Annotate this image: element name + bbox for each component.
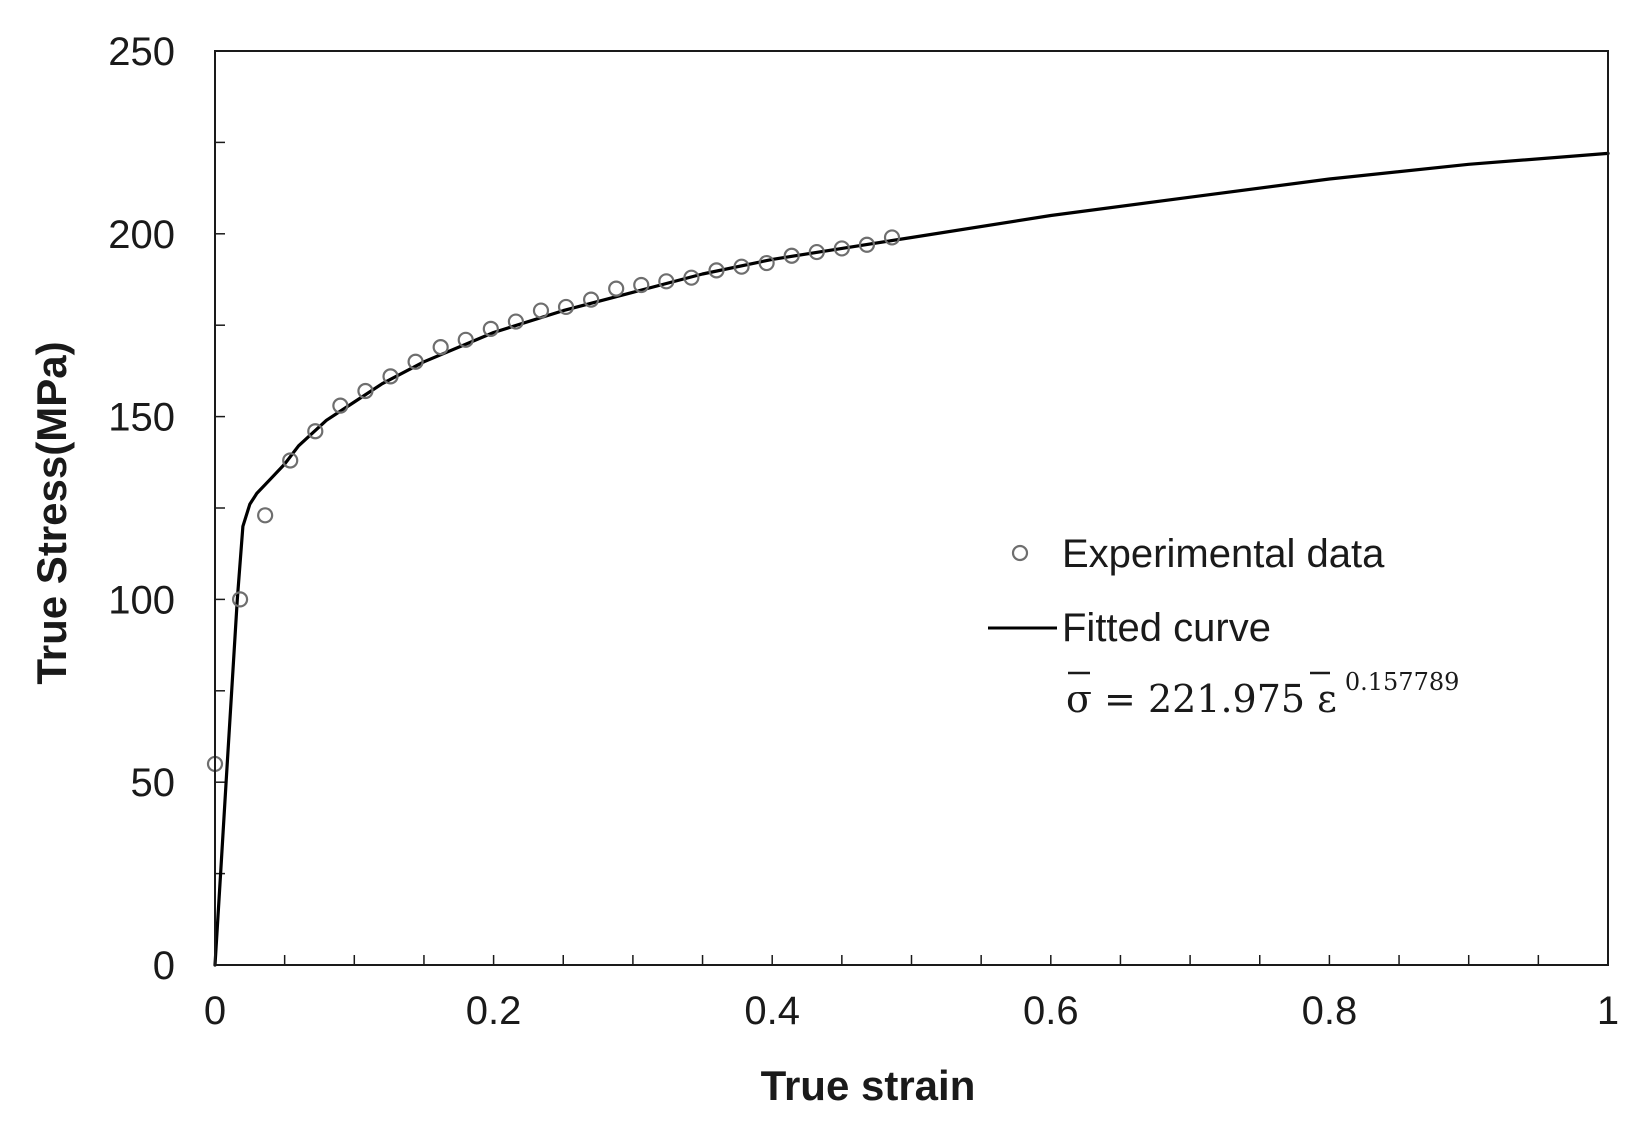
experimental-point [883, 229, 901, 246]
experimental-point [457, 331, 474, 348]
fitted-curve-line [213, 151, 1610, 967]
experimental-point [858, 236, 876, 253]
x-axis-title: True strain [761, 1062, 976, 1109]
experimental-point [708, 262, 725, 279]
y-tick-label: 100 [108, 578, 175, 622]
equation-exponent: 0.157789 [1345, 668, 1460, 696]
equation-sigma: σ [1066, 677, 1092, 721]
x-tick-label: 0.8 [1302, 989, 1358, 1033]
experimental-point [231, 591, 249, 608]
experimental-point [532, 302, 550, 319]
experimental-point [783, 247, 800, 264]
experimental-point [257, 507, 274, 524]
experimental-point [507, 313, 524, 330]
experimental-point [583, 291, 600, 308]
x-tick-labels: 0 0.2 0.4 0.6 0.8 1 [204, 989, 1619, 1033]
series-layer [206, 151, 1610, 967]
experimental-point [407, 353, 424, 370]
y-tick-label: 50 [131, 761, 176, 805]
experimental-point [482, 320, 499, 337]
legend-marker-experimental [1011, 544, 1029, 562]
fit-equation: σ = 221.975 ε 0.157789 [1066, 668, 1459, 721]
experimental-point [683, 269, 700, 286]
equation-epsilon: ε [1317, 677, 1337, 721]
y-tick-labels: 0 50 100 150 200 250 [108, 30, 175, 988]
experimental-point [307, 423, 324, 440]
experimental-point [282, 452, 299, 469]
y-tick-label: 0 [153, 944, 175, 988]
x-tick-label: 0 [204, 989, 226, 1033]
experimental-point [557, 298, 575, 316]
experimental-point [382, 368, 399, 385]
experimental-point [332, 397, 349, 414]
experimental-point [633, 276, 650, 294]
equation-coefficient: = 221.975 [1092, 677, 1317, 721]
x-tick-label: 0.4 [744, 989, 800, 1033]
minor-ticks [215, 141, 1540, 965]
legend: Experimental data Fitted curve σ = 221.9… [988, 532, 1459, 721]
experimental-point [833, 240, 850, 257]
legend-label-fitted: Fitted curve [1062, 606, 1271, 650]
y-tick-label: 150 [108, 396, 175, 440]
experimental-point [733, 258, 750, 275]
experimental-point [658, 273, 675, 290]
y-tick-label: 250 [108, 30, 175, 74]
x-tick-label: 1 [1597, 989, 1619, 1033]
legend-label-experimental: Experimental data [1062, 532, 1385, 576]
experimental-point [758, 254, 775, 272]
x-tick-label: 0.6 [1023, 989, 1079, 1033]
experimental-point [357, 382, 374, 400]
experimental-point [808, 243, 825, 261]
y-tick-label: 200 [108, 213, 175, 257]
experimental-point [432, 339, 449, 356]
x-tick-label: 0.2 [466, 989, 522, 1033]
plot-area-frame [214, 50, 1609, 966]
y-axis-title: True Stress(MPa) [28, 341, 75, 684]
experimental-point [608, 280, 625, 297]
